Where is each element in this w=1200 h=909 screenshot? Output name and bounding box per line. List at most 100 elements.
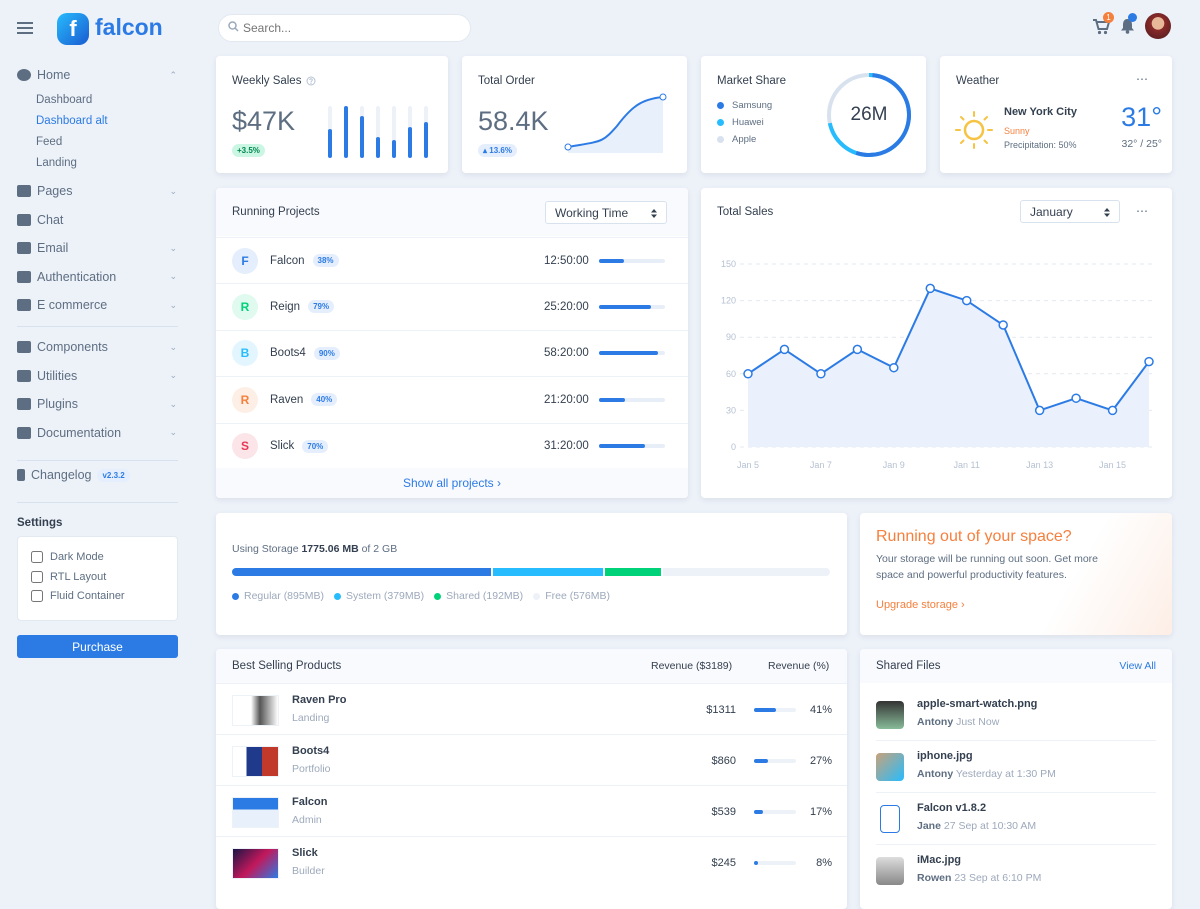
- working-time-select[interactable]: Working Time: [545, 201, 667, 224]
- card-title-row: Weekly Sales: [232, 75, 316, 87]
- shared-file-row[interactable]: Falcon v1.8.2 Jane 27 Sep at 10:30 AM: [876, 795, 1156, 845]
- help-icon[interactable]: [306, 76, 316, 86]
- setting-label: Dark Mode: [50, 551, 104, 563]
- file-name[interactable]: iphone.jpg: [917, 750, 973, 762]
- product-thumbnail: [232, 695, 279, 726]
- sidebar-item-components[interactable]: Components ⌄: [17, 340, 177, 354]
- sidebar-sub-dashboard-alt[interactable]: Dashboard alt: [36, 115, 108, 127]
- column-header-revenue[interactable]: Revenue ($3189): [651, 660, 733, 672]
- setting-option[interactable]: RTL Layout: [31, 570, 106, 583]
- file-thumbnail: [876, 701, 904, 729]
- sidebar-item-pages[interactable]: Pages ⌄: [17, 184, 177, 198]
- sidebar-item-authentication[interactable]: Authentication ⌄: [17, 270, 177, 284]
- setting-checkbox[interactable]: [31, 551, 43, 563]
- lock-icon: [17, 270, 31, 283]
- sales-point[interactable]: [779, 344, 790, 355]
- total-order-card: Total Order 58.4K ▴ 13.6%: [462, 56, 687, 173]
- product-row[interactable]: Raven Pro Landing $1311 41%: [216, 683, 847, 734]
- sidebar-item-email[interactable]: Email ⌄: [17, 241, 177, 255]
- product-name[interactable]: Raven Pro: [292, 694, 347, 706]
- product-revenue: $245: [711, 857, 736, 869]
- file-meta: Antony Just Now: [917, 716, 999, 728]
- table-header: [216, 649, 847, 683]
- file-name[interactable]: Falcon v1.8.2: [917, 802, 987, 814]
- more-options-icon[interactable]: ⋯: [1136, 72, 1148, 86]
- setting-option[interactable]: Fluid Container: [31, 590, 125, 602]
- product-type: Portfolio: [292, 763, 331, 775]
- sales-point[interactable]: [961, 295, 972, 306]
- setting-option[interactable]: Dark Mode: [31, 551, 104, 563]
- legend-label: System (379MB): [345, 590, 425, 602]
- sales-point[interactable]: [998, 320, 1008, 330]
- market-share-donut: [827, 73, 911, 157]
- product-row[interactable]: Boots4 Portfolio $860 27%: [216, 734, 847, 785]
- change-badge: +3.5%: [232, 144, 265, 157]
- legend-dot: [333, 592, 341, 600]
- sidebar-sub-dashboard[interactable]: Dashboard: [36, 94, 93, 106]
- file-name[interactable]: apple-smart-watch.png: [917, 698, 1038, 710]
- show-all-projects-link[interactable]: Show all projects ›: [216, 468, 688, 498]
- search-input[interactable]: [218, 14, 471, 42]
- file-name[interactable]: iMac.jpg: [917, 854, 962, 866]
- product-row[interactable]: Falcon Admin $539 17%: [216, 785, 847, 836]
- project-row[interactable]: R Reign 79% 25:20:00: [216, 283, 688, 329]
- sales-point[interactable]: [889, 362, 899, 373]
- storage-segment: [605, 568, 662, 576]
- view-all-link[interactable]: View All: [1119, 660, 1156, 672]
- sales-point[interactable]: [816, 369, 826, 379]
- sidebar-item-plugins[interactable]: Plugins ⌄: [17, 397, 177, 411]
- month-select[interactable]: January: [1020, 200, 1120, 223]
- x-tick-label: Jan 7: [810, 460, 832, 470]
- sales-point[interactable]: [852, 344, 863, 355]
- legend-item: Apple: [717, 134, 772, 145]
- sales-point[interactable]: [1034, 405, 1045, 416]
- y-tick-label: 150: [721, 259, 736, 269]
- sidebar-item-changelog[interactable]: Changelog v2.3.2: [17, 468, 177, 482]
- shared-file-row[interactable]: apple-smart-watch.png Antony Just Now: [876, 691, 1156, 741]
- sidebar-sub-feed[interactable]: Feed: [36, 136, 63, 148]
- sales-point[interactable]: [743, 369, 753, 379]
- sidebar-item-home[interactable]: Home ⌃: [17, 68, 177, 82]
- upgrade-storage-link[interactable]: Upgrade storage ›: [876, 599, 965, 611]
- revenue-bar-fill: [754, 810, 763, 814]
- column-header-revenue-pct[interactable]: Revenue (%): [768, 660, 830, 672]
- project-progress-fill: [599, 444, 646, 449]
- project-row[interactable]: F Falcon 38% 12:50:00: [216, 237, 688, 283]
- x-tick-label: Jan 5: [737, 460, 759, 470]
- project-row[interactable]: R Raven 40% 21:20:00: [216, 376, 688, 422]
- sidebar-sub-landing[interactable]: Landing: [36, 157, 77, 169]
- project-progress-fill: [599, 304, 652, 309]
- product-name[interactable]: Falcon: [292, 796, 328, 808]
- project-progress-fill: [599, 351, 659, 356]
- sales-point[interactable]: [1107, 405, 1118, 416]
- sidebar-item-utilities[interactable]: Utilities ⌄: [17, 369, 177, 383]
- x-tick-label: Jan 9: [883, 460, 905, 470]
- select-arrows-icon: [1104, 208, 1110, 217]
- sales-point[interactable]: [925, 283, 936, 294]
- setting-checkbox[interactable]: [31, 570, 43, 583]
- more-options-icon[interactable]: ⋯: [1136, 204, 1148, 218]
- sales-point[interactable]: [1071, 393, 1081, 403]
- shared-file-row[interactable]: iMac.jpg Rowen 23 Sep at 6:10 PM: [876, 847, 1156, 897]
- product-name[interactable]: Slick: [292, 847, 318, 859]
- sidebar-item-documentation[interactable]: Documentation ⌄: [17, 426, 177, 440]
- legend-dot: [717, 136, 724, 143]
- product-row[interactable]: Slick Builder $245 8%: [216, 836, 847, 887]
- file-icon: [880, 805, 900, 833]
- project-row[interactable]: S Slick 70% 31:20:00: [216, 422, 688, 469]
- sales-point[interactable]: [1144, 356, 1154, 367]
- menu-icon[interactable]: [17, 22, 33, 34]
- brand-name[interactable]: falcon: [95, 14, 163, 40]
- sidebar-item-chat[interactable]: Chat: [17, 213, 177, 227]
- project-time: 12:50:00: [544, 254, 589, 267]
- sidebar-item-e-commerce[interactable]: E commerce ⌄: [17, 298, 177, 312]
- shared-file-row[interactable]: iphone.jpg Antony Yesterday at 1:30 PM: [876, 743, 1156, 793]
- setting-checkbox[interactable]: [31, 590, 43, 602]
- revenue-bar: [754, 861, 796, 865]
- project-percent-badge: 38%: [312, 254, 339, 267]
- project-row[interactable]: B Boots4 90% 58:20:00: [216, 329, 688, 376]
- product-name[interactable]: Boots4: [292, 745, 330, 757]
- book-icon: [17, 426, 31, 439]
- avatar[interactable]: [1145, 13, 1171, 39]
- purchase-button[interactable]: Purchase: [17, 635, 178, 658]
